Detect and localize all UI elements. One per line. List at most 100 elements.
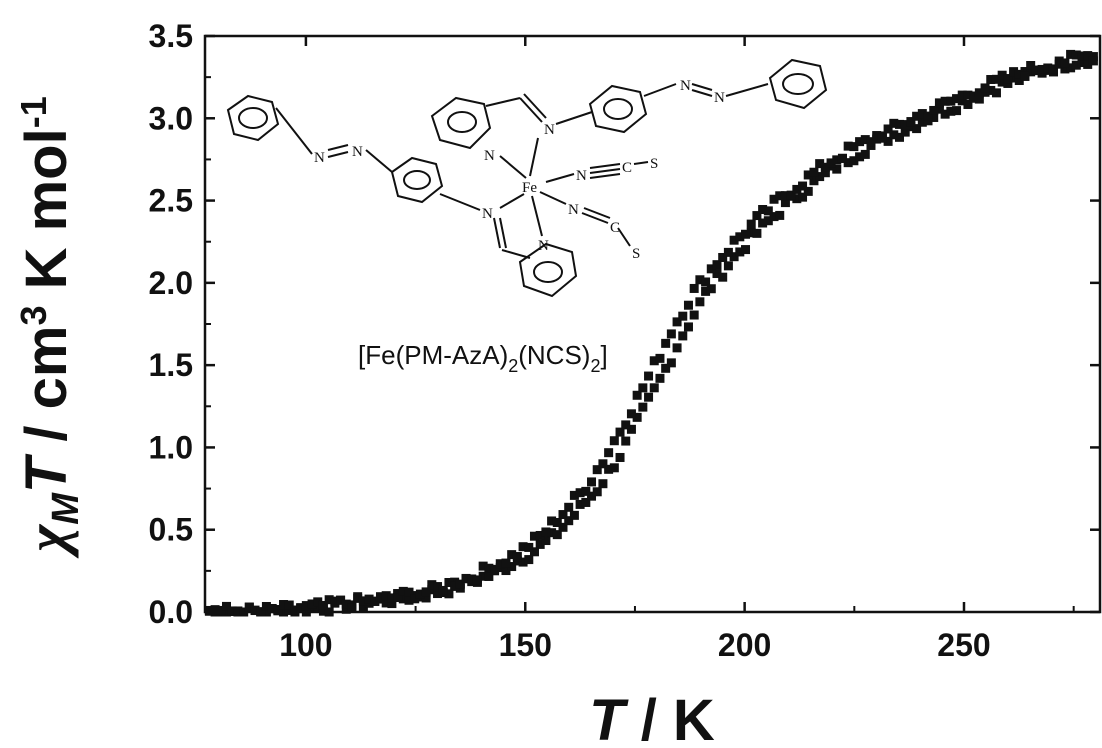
data-point	[1003, 78, 1013, 88]
data-point	[820, 168, 830, 178]
data-point	[558, 510, 568, 520]
atom-ncs1-c: C	[622, 160, 632, 176]
y-tick-label: 1.0	[149, 429, 193, 465]
data-point	[290, 605, 300, 615]
data-point	[832, 155, 842, 165]
bond-azo-left-2	[327, 144, 349, 151]
bond-ring-n-imine-bot	[439, 193, 481, 211]
data-point	[598, 459, 608, 469]
data-point	[353, 592, 363, 602]
data-point	[375, 592, 385, 602]
atom-n-azo-right-2: N	[714, 90, 725, 106]
data-point	[752, 228, 762, 238]
data-point	[820, 162, 830, 172]
data-point	[701, 277, 711, 287]
data-point	[478, 561, 488, 571]
data-point	[210, 607, 220, 617]
data-point	[746, 219, 756, 229]
data-point	[444, 589, 454, 599]
data-point	[484, 571, 494, 581]
pyridine-ring-top	[430, 96, 492, 150]
data-point	[587, 491, 597, 501]
data-point	[803, 186, 813, 196]
data-point	[786, 190, 796, 200]
data-point	[552, 517, 562, 527]
phenyl-ring-right	[768, 58, 828, 110]
data-point	[895, 119, 905, 129]
data-point	[267, 604, 277, 614]
data-point	[792, 184, 802, 194]
data-point	[1003, 74, 1013, 84]
data-point	[974, 94, 984, 104]
data-point	[695, 297, 705, 307]
bond-fe-npy-bot	[531, 195, 543, 237]
atom-ncs1-s: S	[650, 156, 658, 172]
pyridine-ring-bottom	[518, 242, 578, 298]
data-point	[541, 527, 551, 537]
data-point	[1048, 64, 1058, 74]
data-point	[358, 602, 368, 612]
data-point	[421, 593, 431, 603]
formula-subscript-1: 2	[508, 356, 518, 376]
data-point	[592, 465, 602, 475]
data-point	[244, 602, 254, 612]
y-tick-label: 0.5	[149, 512, 193, 548]
data-point	[256, 607, 266, 617]
data-point	[575, 499, 585, 509]
data-point	[666, 329, 676, 339]
compound-formula-label: [Fe(PM-AzA)2(NCS)2]	[358, 340, 608, 376]
data-point	[415, 589, 425, 599]
data-point	[324, 607, 334, 617]
y-tick-label: 3.5	[149, 18, 193, 54]
data-point	[347, 603, 357, 613]
data-point	[912, 111, 922, 121]
data-point	[301, 601, 311, 611]
data-point	[609, 463, 619, 473]
data-point	[900, 120, 910, 130]
data-point	[364, 594, 374, 604]
data-point	[706, 264, 716, 274]
data-point	[798, 181, 808, 191]
ncs2-triple-2	[581, 212, 609, 224]
data-point	[815, 159, 825, 169]
data-point	[735, 232, 745, 242]
data-point	[752, 211, 762, 221]
data-point	[969, 91, 979, 101]
data-point	[934, 98, 944, 108]
data-point	[564, 502, 574, 512]
data-point	[1031, 65, 1041, 75]
data-point	[1077, 51, 1087, 61]
bond-fe-ncs1	[545, 173, 575, 183]
atom-labels: Fe N N N N N N N N N C S N C S	[314, 78, 725, 262]
data-point	[284, 600, 294, 610]
data-point	[900, 127, 910, 137]
data-point	[986, 75, 996, 85]
data-point	[535, 539, 545, 549]
y-axis-subscript: M	[45, 492, 87, 525]
data-point	[313, 603, 323, 613]
data-point	[398, 586, 408, 596]
data-point	[478, 571, 488, 581]
data-point	[216, 605, 226, 615]
data-point	[809, 167, 819, 177]
data-point	[313, 597, 323, 607]
data-point	[552, 530, 562, 540]
plot-frame	[203, 34, 1102, 614]
x-axis-unit: / K	[625, 688, 715, 748]
data-point	[495, 559, 505, 569]
data-point	[632, 390, 642, 400]
data-point	[490, 566, 500, 576]
data-point	[626, 424, 636, 434]
data-point	[587, 477, 597, 487]
atom-iron: Fe	[522, 180, 537, 196]
data-point	[803, 170, 813, 180]
bond-fe-ncs2	[539, 191, 567, 205]
data-point	[1014, 69, 1024, 79]
y-axis-chi-symbol: χ	[14, 524, 79, 559]
data-point	[621, 436, 631, 446]
data-point	[991, 74, 1001, 84]
data-point	[467, 574, 477, 584]
y-axis-title: χMT / cm3 K mol-1	[13, 96, 87, 559]
data-point	[843, 158, 853, 168]
data-point	[929, 112, 939, 122]
